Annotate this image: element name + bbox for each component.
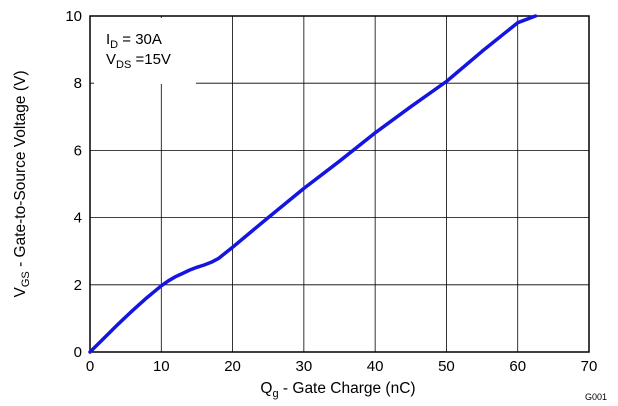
x-tick-label: 10: [153, 358, 170, 375]
annotation-background: [94, 18, 196, 84]
x-tick-label: 30: [296, 358, 313, 375]
annotation-current: ID = 30A: [106, 31, 162, 51]
x-tick-label: 0: [86, 358, 94, 375]
y-axis-label: VGS - Gate-to-Source Voltage (V): [12, 71, 32, 298]
series-line-0: [88, 14, 538, 354]
y-tick-label: 6: [74, 142, 82, 159]
y-tick-label: 4: [74, 210, 82, 227]
series-layer: [88, 14, 538, 354]
y-tick-label: 10: [65, 8, 82, 25]
y-tick-label: 8: [74, 75, 82, 92]
grid-lines: [90, 16, 589, 352]
x-tick-label: 20: [224, 358, 241, 375]
annotation-block: ID = 30A VDS =15V: [106, 31, 171, 71]
y-tick-label: 2: [74, 277, 82, 294]
x-tick-label: 70: [581, 358, 598, 375]
x-tick-label: 60: [509, 358, 526, 375]
annotation-vds: VDS =15V: [106, 51, 171, 71]
plot-frame: [89, 15, 590, 353]
figure-code: G001: [585, 392, 607, 402]
x-tick-label: 50: [438, 358, 455, 375]
y-tick-label: 0: [74, 344, 82, 361]
x-tick-label: 40: [367, 358, 384, 375]
x-axis-label: Qg - Gate Charge (nC): [260, 380, 415, 400]
tick-labels: 0 10 20 30 40 50 60 70 0 2 4 6 8 10: [65, 8, 597, 375]
